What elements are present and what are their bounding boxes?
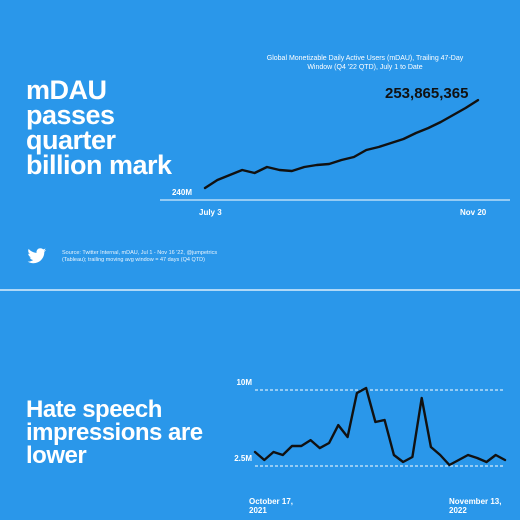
data-line (203, 98, 480, 190)
headline: mDAU passes quarter billion mark (26, 75, 172, 180)
x-tick-label: November 13, 2022 (449, 497, 502, 515)
x-tick-label: October 17, 2021 (249, 497, 294, 515)
chart-subtitle: Global Monetizable Daily Active Users (m… (266, 55, 464, 71)
annotation: 253,865,365 (385, 85, 469, 102)
twitter-logo (27, 248, 47, 264)
x-tick-label: July 3 (199, 208, 222, 217)
y-tick-label: 2.5M (234, 453, 252, 463)
headline: Hate speech impressions are lower (26, 396, 203, 469)
y-tick-label: 240M (171, 188, 192, 197)
source-note: Source: Twitter Internal, mDAU, Jul 1 - … (62, 250, 218, 263)
x-tick-label: Nov 20 (460, 208, 487, 217)
data-line (253, 386, 507, 467)
y-tick-label: 10M (236, 378, 252, 388)
